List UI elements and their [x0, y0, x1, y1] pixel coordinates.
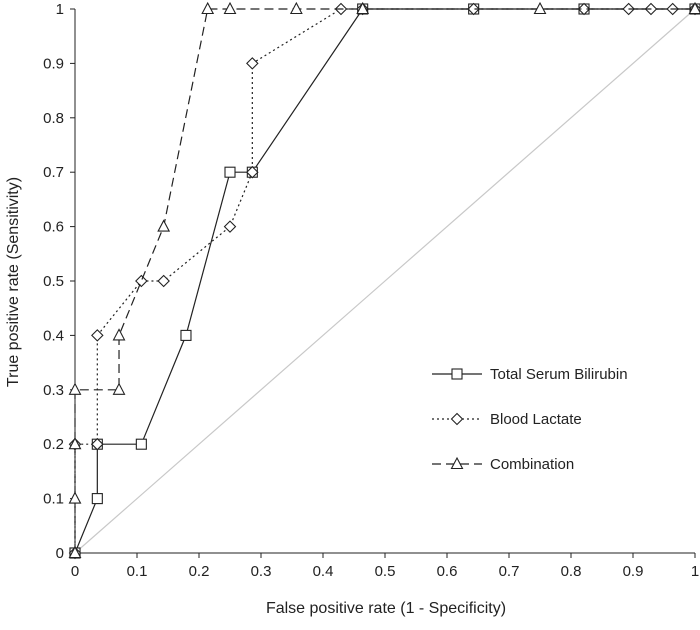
- data-point-combination: [535, 3, 546, 14]
- data-point-blood-lactate: [136, 276, 147, 287]
- legend-label-total-serum-bilirubin: Total Serum Bilirubin: [490, 366, 628, 383]
- data-point-blood-lactate: [158, 276, 169, 287]
- data-point-combination: [114, 384, 125, 395]
- y-tick-label: 0.3: [43, 382, 64, 399]
- y-tick-label: 0.6: [43, 219, 64, 236]
- data-point-combination: [70, 493, 81, 504]
- data-point-combination: [202, 3, 213, 14]
- y-tick-label: 0.2: [43, 436, 64, 453]
- x-tick-label: 1: [691, 563, 699, 580]
- data-point-blood-lactate: [225, 221, 236, 232]
- legend-label-blood-lactate: Blood Lactate: [490, 411, 582, 428]
- y-tick-label: 0.4: [43, 327, 64, 344]
- x-tick-label: 0.2: [189, 563, 210, 580]
- x-tick-label: 0.8: [561, 563, 582, 580]
- y-axis-title: True positive rate (Sensitivity): [5, 177, 22, 387]
- y-tick-label: 0.5: [43, 273, 64, 290]
- legend: Total Serum Bilirubin Blood Lactate Combin…: [432, 366, 628, 473]
- x-tick-label: 0.3: [251, 563, 272, 580]
- x-tick-label: 0.5: [375, 563, 396, 580]
- axis-layer: 0 0.1 0.2 0.3 0.4 0.5 0.6 0.7 0.8 0.9 1 0 0.1 0.2 0.3 0…: [43, 1, 699, 580]
- y-tick-label: 0.9: [43, 55, 64, 72]
- data-point-combination: [291, 3, 302, 14]
- legend-item-combination: Combination: [432, 456, 574, 473]
- y-tick-label: 0.7: [43, 164, 64, 181]
- data-point-blood-lactate: [247, 58, 258, 69]
- y-tick-label: 0: [56, 545, 64, 562]
- x-tick-label: 0.9: [623, 563, 644, 580]
- y-tick-label: 0.8: [43, 110, 64, 127]
- legend-item-blood-lactate: Blood Lactate: [432, 411, 582, 428]
- x-tick-label: 0.6: [437, 563, 458, 580]
- data-point-total-serum-bilirubin: [181, 330, 191, 340]
- y-tick-label: 0.1: [43, 491, 64, 508]
- data-point-combination: [114, 329, 125, 340]
- data-point-combination: [158, 221, 169, 232]
- legend-marker-blood-lactate: [452, 414, 463, 425]
- data-point-combination: [70, 384, 81, 395]
- data-point-combination: [225, 3, 236, 14]
- y-tick-label: 1: [56, 1, 64, 18]
- data-point-total-serum-bilirubin: [225, 167, 235, 177]
- x-tick-label: 0.4: [313, 563, 334, 580]
- data-point-total-serum-bilirubin: [92, 494, 102, 504]
- legend-item-total-serum-bilirubin: Total Serum Bilirubin: [432, 366, 628, 383]
- legend-label-combination: Combination: [490, 456, 574, 473]
- x-axis-title: False positive rate (1 - Specificity): [266, 600, 506, 617]
- x-tick-label: 0: [71, 563, 79, 580]
- x-tick-label: 0.1: [127, 563, 148, 580]
- data-point-total-serum-bilirubin: [136, 439, 146, 449]
- x-tick-label: 0.7: [499, 563, 520, 580]
- legend-marker-total-serum-bilirubin: [452, 369, 462, 379]
- legend-marker-combination: [452, 458, 463, 469]
